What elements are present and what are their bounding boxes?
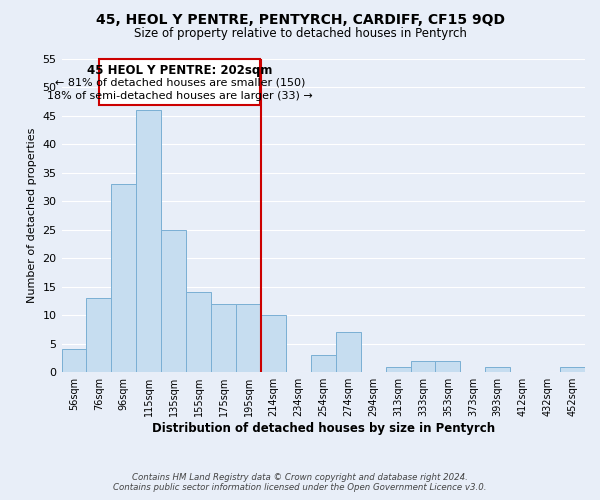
Text: 45, HEOL Y PENTRE, PENTYRCH, CARDIFF, CF15 9QD: 45, HEOL Y PENTRE, PENTYRCH, CARDIFF, CF… xyxy=(95,12,505,26)
Bar xyxy=(211,304,236,372)
Bar xyxy=(236,304,261,372)
X-axis label: Distribution of detached houses by size in Pentyrch: Distribution of detached houses by size … xyxy=(152,422,495,435)
Y-axis label: Number of detached properties: Number of detached properties xyxy=(27,128,37,304)
Bar xyxy=(136,110,161,372)
Bar xyxy=(261,316,286,372)
Text: 45 HEOL Y PENTRE: 202sqm: 45 HEOL Y PENTRE: 202sqm xyxy=(87,64,272,76)
Text: Contains HM Land Registry data © Crown copyright and database right 2024.
Contai: Contains HM Land Registry data © Crown c… xyxy=(113,473,487,492)
Text: 18% of semi-detached houses are larger (33) →: 18% of semi-detached houses are larger (… xyxy=(47,91,313,101)
Text: Size of property relative to detached houses in Pentyrch: Size of property relative to detached ho… xyxy=(134,28,466,40)
Bar xyxy=(560,366,585,372)
Bar xyxy=(112,184,136,372)
Bar xyxy=(186,292,211,372)
FancyBboxPatch shape xyxy=(99,59,260,104)
Bar xyxy=(311,355,336,372)
Bar xyxy=(436,361,460,372)
Text: ← 81% of detached houses are smaller (150): ← 81% of detached houses are smaller (15… xyxy=(55,77,305,87)
Bar xyxy=(336,332,361,372)
Bar xyxy=(62,350,86,372)
Bar xyxy=(86,298,112,372)
Bar xyxy=(485,366,510,372)
Bar xyxy=(410,361,436,372)
Bar xyxy=(161,230,186,372)
Bar xyxy=(386,366,410,372)
